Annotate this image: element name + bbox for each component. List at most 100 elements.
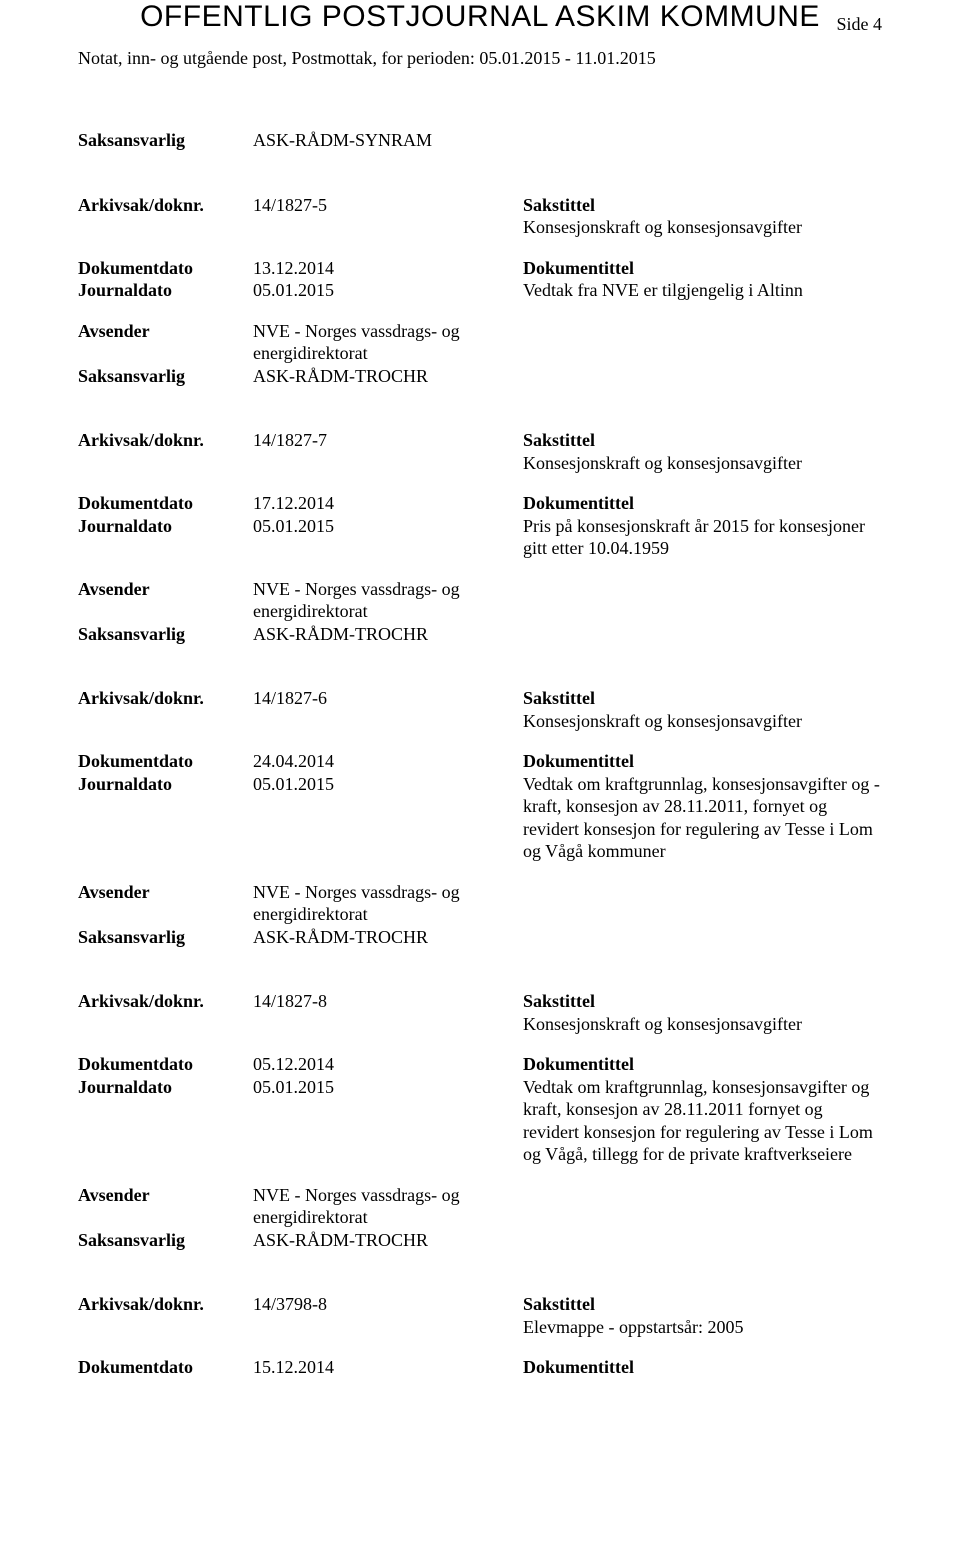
label-arkivsak: Arkivsak/doknr. <box>78 429 253 452</box>
journal-text: Vedtak om kraftgrunnlag, konsesjonsavgif… <box>523 1076 882 1166</box>
avsender-line: Avsender NVE - Norges vassdrags- og <box>78 1184 882 1207</box>
journal-text: Pris på konsesjonskraft år 2015 for kons… <box>523 515 882 560</box>
saksansvarlig-value: ASK-RÅDM-TROCHR <box>253 365 882 388</box>
avsender-value: NVE - Norges vassdrags- og <box>253 578 882 601</box>
sakstittel-value: Konsesjonskraft og konsesjonsavgifter <box>523 216 882 239</box>
label-dokumentdato: Dokumentdato <box>78 1053 253 1076</box>
journaldato-line: Journaldato 05.01.2015 Vedtak fra NVE er… <box>78 279 882 302</box>
avsender-value-2: energidirektorat <box>253 342 882 365</box>
dokumentdato-value: 05.12.2014 <box>253 1053 523 1076</box>
top-saksansvarlig-block: Saksansvarlig ASK-RÅDM-SYNRAM <box>78 129 882 152</box>
avsender-value: NVE - Norges vassdrags- og <box>253 1184 882 1207</box>
arkivsak-value: 14/1827-8 <box>253 990 523 1013</box>
avsender-value-2: energidirektorat <box>253 903 882 926</box>
journaldato-line: Journaldato 05.01.2015 Pris på konsesjon… <box>78 515 882 560</box>
label-journaldato: Journaldato <box>78 279 253 302</box>
saksansvarlig-value: ASK-RÅDM-TROCHR <box>253 623 882 646</box>
saksansvarlig-line: Saksansvarlig ASK-RÅDM-TROCHR <box>78 623 882 646</box>
dokumentdato-line: Dokumentdato 17.12.2014 Dokumentittel <box>78 492 882 515</box>
page-container: OFFENTLIG POSTJOURNAL ASKIM KOMMUNE Nota… <box>0 0 960 1419</box>
arkivsak-line: Arkivsak/doknr. 14/1827-5 Sakstittel <box>78 194 882 217</box>
sakstittel-value: Konsesjonskraft og konsesjonsavgifter <box>523 1013 882 1036</box>
avsender-value-2: energidirektorat <box>253 600 882 623</box>
dokumentdato-value: 17.12.2014 <box>253 492 523 515</box>
journal-text: Vedtak om kraftgrunnlag, konsesjonsavgif… <box>523 773 882 863</box>
saksansvarlig-line: Saksansvarlig ASK-RÅDM-SYNRAM <box>78 129 882 152</box>
label-dokumentittel: Dokumentittel <box>523 257 882 280</box>
saksansvarlig-value: ASK-RÅDM-TROCHR <box>253 1229 882 1252</box>
label-avsender: Avsender <box>78 578 253 601</box>
dokumentdato-line: Dokumentdato 05.12.2014 Dokumentittel <box>78 1053 882 1076</box>
label-arkivsak: Arkivsak/doknr. <box>78 990 253 1013</box>
label-journaldato: Journaldato <box>78 515 253 560</box>
entry-block: Arkivsak/doknr. 14/1827-7 Sakstittel Kon… <box>78 429 882 645</box>
arkivsak-line: Arkivsak/doknr. 14/1827-7 Sakstittel <box>78 429 882 452</box>
label-arkivsak: Arkivsak/doknr. <box>78 1293 253 1316</box>
label-journaldato: Journaldato <box>78 773 253 863</box>
journal-text: Vedtak fra NVE er tilgjengelig i Altinn <box>523 279 882 302</box>
arkivsak-value: 14/3798-8 <box>253 1293 523 1316</box>
label-dokumentittel: Dokumentittel <box>523 750 882 773</box>
entry-block: Arkivsak/doknr. 14/1827-8 Sakstittel Kon… <box>78 990 882 1251</box>
label-sakstittel: Sakstittel <box>523 1293 882 1316</box>
avsender-value: NVE - Norges vassdrags- og <box>253 881 882 904</box>
dokumentdato-value: 15.12.2014 <box>253 1356 523 1379</box>
avsender-line-2: energidirektorat <box>78 1206 882 1229</box>
avsender-line-2: energidirektorat <box>78 342 882 365</box>
label-dokumentdato: Dokumentdato <box>78 1356 253 1379</box>
label-avsender: Avsender <box>78 881 253 904</box>
label-saksansvarlig: Saksansvarlig <box>78 1229 253 1252</box>
label-sakstittel: Sakstittel <box>523 429 882 452</box>
arkivsak-line: Arkivsak/doknr. 14/3798-8 Sakstittel <box>78 1293 882 1316</box>
label-dokumentdato: Dokumentdato <box>78 257 253 280</box>
dokumentdato-line: Dokumentdato 13.12.2014 Dokumentittel <box>78 257 882 280</box>
label-saksansvarlig: Saksansvarlig <box>78 926 253 949</box>
label-dokumentittel: Dokumentittel <box>523 1356 882 1379</box>
label-arkivsak: Arkivsak/doknr. <box>78 687 253 710</box>
label-saksansvarlig: Saksansvarlig <box>78 365 253 388</box>
header-row: Notat, inn- og utgående post, Postmottak… <box>78 48 882 69</box>
avsender-value-2: energidirektorat <box>253 1206 882 1229</box>
label-avsender: Avsender <box>78 1184 253 1207</box>
sakstittel-value: Elevmappe - oppstartsår: 2005 <box>523 1316 882 1339</box>
dokumentdato-value: 13.12.2014 <box>253 257 523 280</box>
journaldato-value: 05.01.2015 <box>253 279 523 302</box>
arkivsak-line: Arkivsak/doknr. 14/1827-6 Sakstittel <box>78 687 882 710</box>
label-arkivsak: Arkivsak/doknr. <box>78 194 253 217</box>
label-dokumentdato: Dokumentdato <box>78 750 253 773</box>
entry-block: Arkivsak/doknr. 14/1827-5 Sakstittel Kon… <box>78 194 882 388</box>
label-sakstittel: Sakstittel <box>523 194 882 217</box>
label-sakstittel: Sakstittel <box>523 990 882 1013</box>
arkivsak-value: 14/1827-6 <box>253 687 523 710</box>
main-title: OFFENTLIG POSTJOURNAL ASKIM KOMMUNE <box>78 0 882 34</box>
avsender-line: Avsender NVE - Norges vassdrags- og <box>78 578 882 601</box>
dokumentdato-line: Dokumentdato 15.12.2014 Dokumentittel <box>78 1356 882 1379</box>
journaldato-line: Journaldato 05.01.2015 Vedtak om kraftgr… <box>78 1076 882 1166</box>
arkivsak-value: 14/1827-7 <box>253 429 523 452</box>
journaldato-line: Journaldato 05.01.2015 Vedtak om kraftgr… <box>78 773 882 863</box>
sakstittel-value: Konsesjonskraft og konsesjonsavgifter <box>523 710 882 733</box>
label-dokumentittel: Dokumentittel <box>523 1053 882 1076</box>
arkivsak-value: 14/1827-5 <box>253 194 523 217</box>
avsender-line: Avsender NVE - Norges vassdrags- og <box>78 881 882 904</box>
journaldato-value: 05.01.2015 <box>253 773 523 863</box>
top-saksansvarlig-value: ASK-RÅDM-SYNRAM <box>253 129 882 152</box>
entry-block: Arkivsak/doknr. 14/1827-6 Sakstittel Kon… <box>78 687 882 948</box>
saksansvarlig-line: Saksansvarlig ASK-RÅDM-TROCHR <box>78 365 882 388</box>
label-dokumentdato: Dokumentdato <box>78 492 253 515</box>
avsender-line: Avsender NVE - Norges vassdrags- og <box>78 320 882 343</box>
subtitle: Notat, inn- og utgående post, Postmottak… <box>78 48 656 69</box>
label-dokumentittel: Dokumentittel <box>523 492 882 515</box>
page-number: Side 4 <box>836 14 882 35</box>
saksansvarlig-line: Saksansvarlig ASK-RÅDM-TROCHR <box>78 1229 882 1252</box>
dokumentdato-value: 24.04.2014 <box>253 750 523 773</box>
label-avsender: Avsender <box>78 320 253 343</box>
sakstittel-value: Konsesjonskraft og konsesjonsavgifter <box>523 452 882 475</box>
journaldato-value: 05.01.2015 <box>253 1076 523 1166</box>
saksansvarlig-line: Saksansvarlig ASK-RÅDM-TROCHR <box>78 926 882 949</box>
journaldato-value: 05.01.2015 <box>253 515 523 560</box>
label-sakstittel: Sakstittel <box>523 687 882 710</box>
label-saksansvarlig: Saksansvarlig <box>78 129 253 152</box>
arkivsak-line: Arkivsak/doknr. 14/1827-8 Sakstittel <box>78 990 882 1013</box>
label-saksansvarlig: Saksansvarlig <box>78 623 253 646</box>
